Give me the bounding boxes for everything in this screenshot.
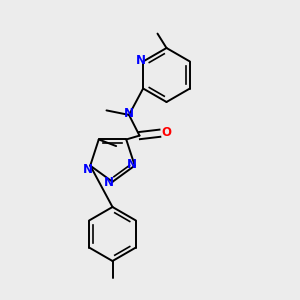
Text: O: O: [161, 126, 171, 139]
Text: N: N: [136, 54, 146, 67]
Text: N: N: [127, 158, 137, 171]
Text: N: N: [83, 163, 93, 176]
Text: N: N: [103, 176, 114, 189]
Text: N: N: [124, 107, 134, 120]
